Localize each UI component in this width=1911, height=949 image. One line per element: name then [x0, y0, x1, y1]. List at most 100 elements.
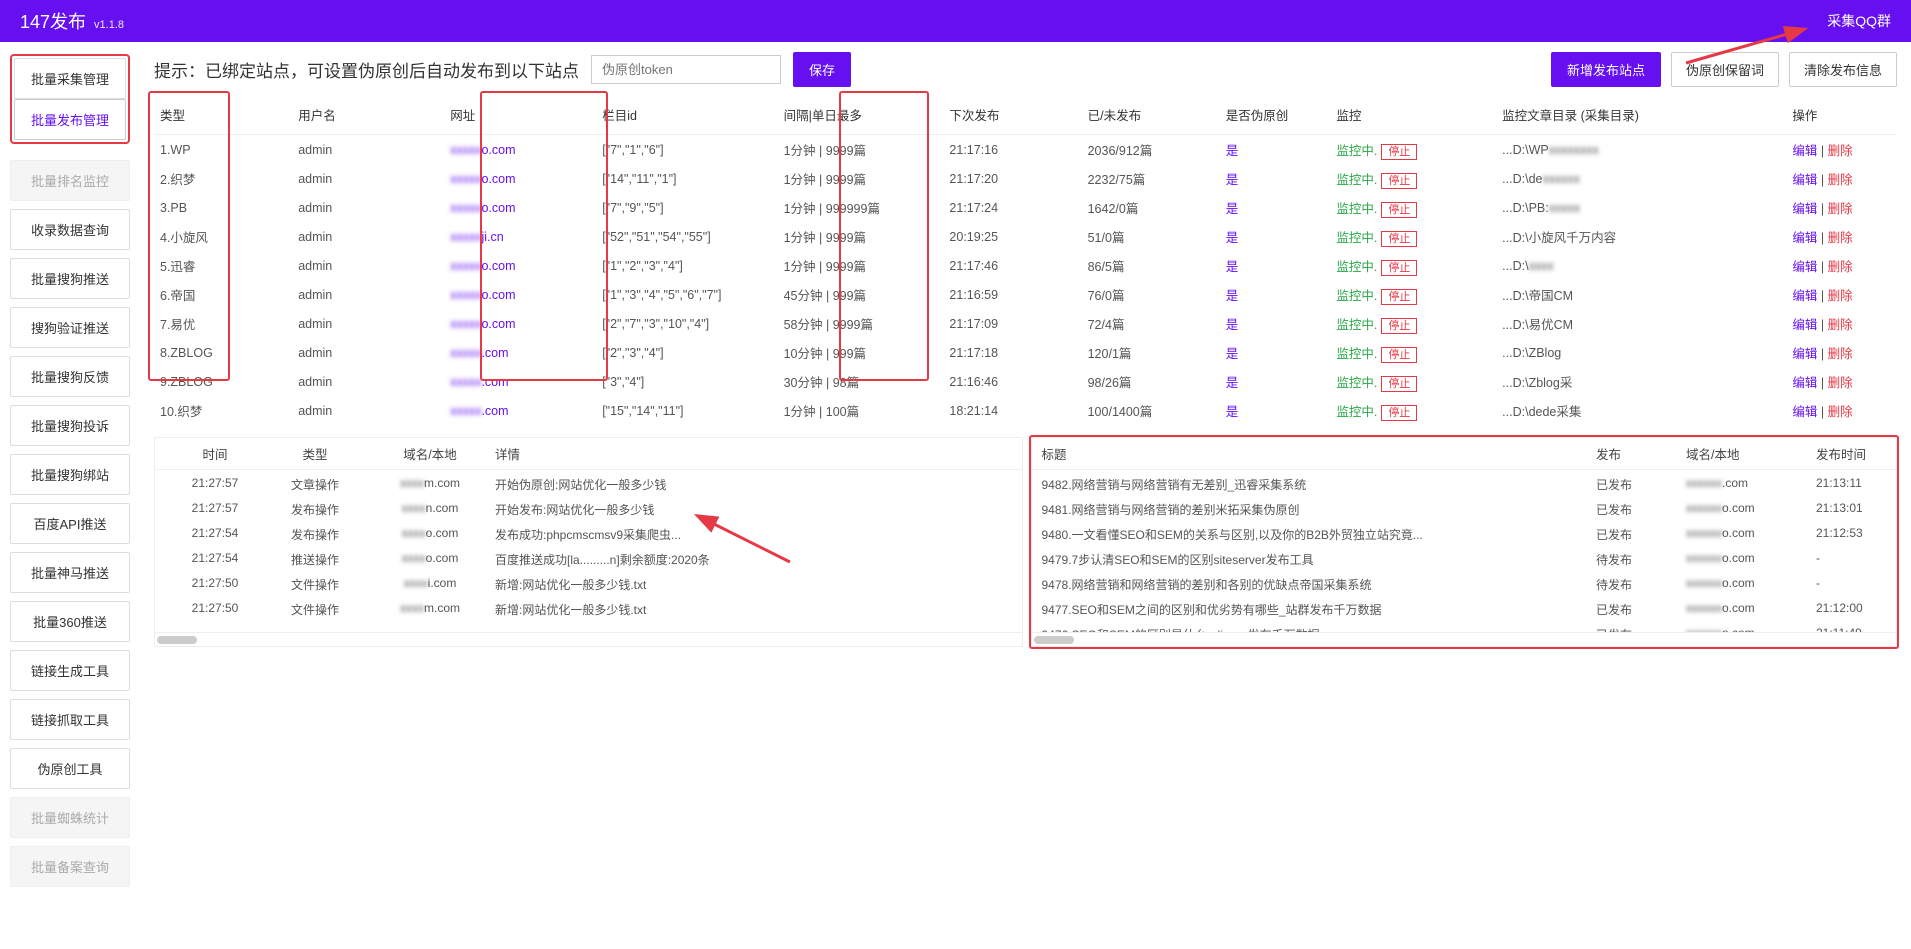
sidebar-item[interactable]: 搜狗验证推送 — [10, 307, 130, 348]
edit-link[interactable]: 编辑 — [1792, 231, 1817, 245]
stop-button[interactable]: 停止 — [1381, 173, 1417, 189]
cell-fake: 是 — [1220, 222, 1331, 251]
cell-url[interactable]: xxxxxo.com — [444, 280, 596, 309]
cell-monitor: 监控中.停止 — [1330, 193, 1496, 222]
clear-info-button[interactable]: 清除发布信息 — [1789, 52, 1897, 87]
cell-url[interactable]: xxxxxo.com — [444, 251, 596, 280]
cell-cat: ["3","4"] — [596, 367, 777, 396]
keep-words-button[interactable]: 伪原创保留词 — [1671, 52, 1779, 87]
cell-cat: ["2","7","3","10","4"] — [596, 309, 777, 338]
delete-link[interactable]: 删除 — [1828, 260, 1853, 274]
cell-fake: 是 — [1220, 338, 1331, 367]
stop-button[interactable]: 停止 — [1381, 318, 1417, 334]
cell-url[interactable]: xxxxxo.com — [444, 164, 596, 193]
sidebar-item[interactable]: 批量采集管理 — [14, 58, 126, 99]
pub-header: 标题 — [1042, 444, 1597, 463]
cell-fake: 是 — [1220, 251, 1331, 280]
cell-cat: ["1","2","3","4"] — [596, 251, 777, 280]
sidebar-item[interactable]: 批量搜狗绑站 — [10, 454, 130, 495]
cell-type: 7.易优 — [154, 309, 292, 338]
cell-cat: ["14","11","1"] — [596, 164, 777, 193]
pub-row: 9481.网络营销与网络营销的差别米拓采集伪原创已发布xxxxxxo.com21… — [1042, 497, 1887, 522]
delete-link[interactable]: 删除 — [1828, 318, 1853, 332]
stop-button[interactable]: 停止 — [1381, 202, 1417, 218]
edit-link[interactable]: 编辑 — [1792, 144, 1817, 158]
app-title: 147发布 — [20, 8, 86, 34]
edit-link[interactable]: 编辑 — [1792, 173, 1817, 187]
table-row: 8.ZBLOGadminxxxxx.com["2","3","4"]10分钟 |… — [154, 338, 1897, 367]
cell-interval: 1分钟 | 9999篇 — [778, 135, 944, 165]
cell-url[interactable]: xxxxxo.com — [444, 309, 596, 338]
sidebar-item[interactable]: 批量搜狗投诉 — [10, 405, 130, 446]
pub-row: 9480.一文看懂SEO和SEM的关系与区别,以及你的B2B外贸独立站究竟...… — [1042, 522, 1887, 547]
delete-link[interactable]: 删除 — [1828, 289, 1853, 303]
stop-button[interactable]: 停止 — [1381, 231, 1417, 247]
delete-link[interactable]: 删除 — [1828, 144, 1853, 158]
sidebar-item[interactable]: 批量蜘蛛统计 — [10, 797, 130, 838]
sidebar-item[interactable]: 批量360推送 — [10, 601, 130, 642]
cell-url[interactable]: xxxxx.com — [444, 338, 596, 367]
scrollbar[interactable] — [1032, 632, 1897, 646]
table-row: 6.帝国adminxxxxxo.com["1","3","4","5","6",… — [154, 280, 1897, 309]
delete-link[interactable]: 删除 — [1828, 231, 1853, 245]
cell-ops: 编辑 | 删除 — [1786, 251, 1897, 280]
edit-link[interactable]: 编辑 — [1792, 318, 1817, 332]
column-header: 监控文章目录 (采集目录) — [1496, 97, 1786, 135]
sidebar-item[interactable]: 链接生成工具 — [10, 650, 130, 691]
log-header: 类型 — [265, 444, 365, 463]
cell-monitor: 监控中.停止 — [1330, 251, 1496, 280]
stop-button[interactable]: 停止 — [1381, 260, 1417, 276]
stop-button[interactable]: 停止 — [1381, 405, 1417, 421]
add-site-button[interactable]: 新增发布站点 — [1551, 52, 1661, 87]
cell-url[interactable]: xxxxx.com — [444, 367, 596, 396]
stop-button[interactable]: 停止 — [1381, 347, 1417, 363]
cell-interval: 1分钟 | 9999篇 — [778, 164, 944, 193]
sidebar-item[interactable]: 收录数据查询 — [10, 209, 130, 250]
delete-link[interactable]: 删除 — [1828, 173, 1853, 187]
edit-link[interactable]: 编辑 — [1792, 289, 1817, 303]
cell-url[interactable]: xxxxxo.com — [444, 193, 596, 222]
edit-link[interactable]: 编辑 — [1792, 405, 1817, 419]
delete-link[interactable]: 删除 — [1828, 347, 1853, 361]
cell-cat: ["15","14","11"] — [596, 396, 777, 425]
cell-cat: ["7","9","5"] — [596, 193, 777, 222]
cell-pub: 2036/912篇 — [1082, 135, 1220, 165]
cell-next: 21:17:18 — [943, 338, 1081, 367]
sidebar-item[interactable]: 批量排名监控 — [10, 160, 130, 201]
cell-pub: 100/1400篇 — [1082, 396, 1220, 425]
cell-url[interactable]: xxxxxji.cn — [444, 222, 596, 251]
delete-link[interactable]: 删除 — [1828, 202, 1853, 216]
cell-interval: 30分钟 | 98篇 — [778, 367, 944, 396]
cell-url[interactable]: xxxxxo.com — [444, 135, 596, 165]
sidebar-item[interactable]: 伪原创工具 — [10, 748, 130, 789]
stop-button[interactable]: 停止 — [1381, 144, 1417, 160]
sidebar-item[interactable]: 百度API推送 — [10, 503, 130, 544]
sidebar-item[interactable]: 批量搜狗反馈 — [10, 356, 130, 397]
stop-button[interactable]: 停止 — [1381, 376, 1417, 392]
delete-link[interactable]: 删除 — [1828, 376, 1853, 390]
sidebar-item[interactable]: 链接抓取工具 — [10, 699, 130, 740]
cell-user: admin — [292, 396, 444, 425]
edit-link[interactable]: 编辑 — [1792, 347, 1817, 361]
edit-link[interactable]: 编辑 — [1792, 376, 1817, 390]
token-input[interactable] — [591, 55, 781, 84]
sidebar-item[interactable]: 批量搜狗推送 — [10, 258, 130, 299]
cell-pub: 1642/0篇 — [1082, 193, 1220, 222]
delete-link[interactable]: 删除 — [1828, 405, 1853, 419]
save-button[interactable]: 保存 — [793, 52, 851, 87]
stop-button[interactable]: 停止 — [1381, 289, 1417, 305]
cell-next: 21:17:16 — [943, 135, 1081, 165]
edit-link[interactable]: 编辑 — [1792, 260, 1817, 274]
edit-link[interactable]: 编辑 — [1792, 202, 1817, 216]
cell-url[interactable]: xxxxx.com — [444, 396, 596, 425]
cell-user: admin — [292, 367, 444, 396]
cell-monitor: 监控中.停止 — [1330, 396, 1496, 425]
scrollbar[interactable] — [155, 632, 1022, 646]
sidebar-item[interactable]: 批量发布管理 — [14, 99, 126, 140]
cell-interval: 1分钟 | 9999篇 — [778, 251, 944, 280]
cell-next: 21:17:09 — [943, 309, 1081, 338]
qq-group-link[interactable]: 采集QQ群 — [1827, 11, 1891, 31]
pub-row: 9479.7步认清SEO和SEM的区别siteserver发布工具待发布xxxx… — [1042, 547, 1887, 572]
sidebar-item[interactable]: 批量神马推送 — [10, 552, 130, 593]
sidebar-item[interactable]: 批量备案查询 — [10, 846, 130, 887]
